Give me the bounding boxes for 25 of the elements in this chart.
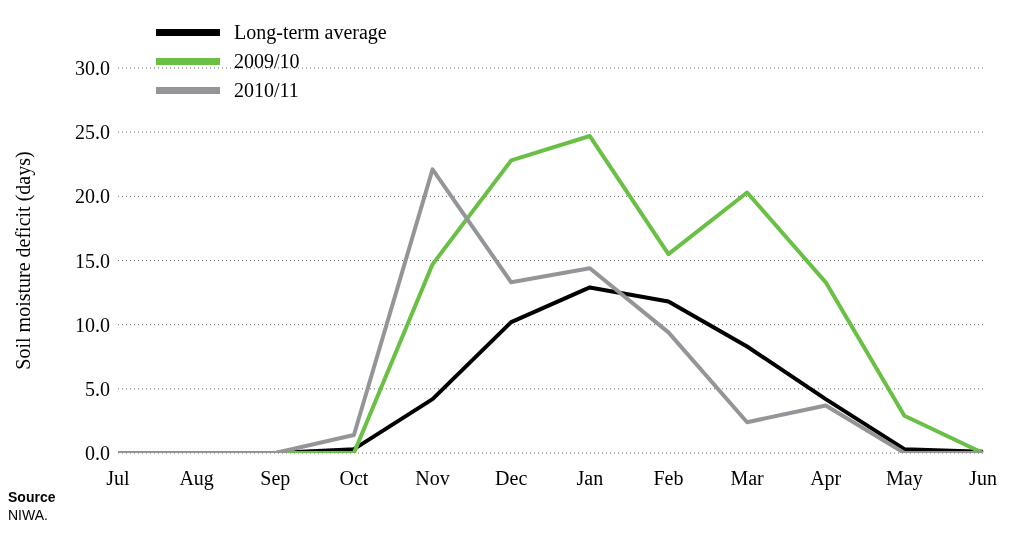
y-tick-label: 10.0	[75, 313, 110, 336]
x-tick-label: Mar	[730, 467, 765, 490]
y-tick-label: 0.0	[85, 442, 110, 465]
legend-label: Long-term average	[234, 20, 387, 46]
x-tick-label: May	[886, 467, 923, 491]
x-tick-label: Jun	[969, 467, 997, 490]
text: Source	[8, 488, 57, 506]
y-tick-label: 30.0	[75, 57, 110, 80]
y-tick-label: 25.0	[75, 121, 110, 144]
x-tick-label: Jan	[576, 467, 604, 490]
y-tick-label: 5.0	[85, 377, 110, 400]
x-tick-label: Sep	[260, 467, 291, 491]
x-tick-label: Dec	[495, 467, 528, 490]
legend-label: 2010/11	[234, 78, 299, 103]
x-tick-label: Jul	[106, 467, 131, 490]
text: NIWA.	[8, 506, 49, 524]
x-tick-label: Apr	[810, 467, 842, 491]
y-tick-label: 15.0	[75, 249, 110, 272]
y-axis-title: Soil moisture deficit (days)	[12, 151, 36, 370]
x-tick-label: Aug	[179, 467, 214, 491]
x-tick-label: Feb	[653, 467, 684, 490]
y-tick-label: 20.0	[75, 185, 110, 208]
x-tick-label: Oct	[339, 467, 369, 490]
x-tick-label: Nov	[415, 467, 450, 490]
legend-label: 2009/10	[234, 49, 300, 74]
